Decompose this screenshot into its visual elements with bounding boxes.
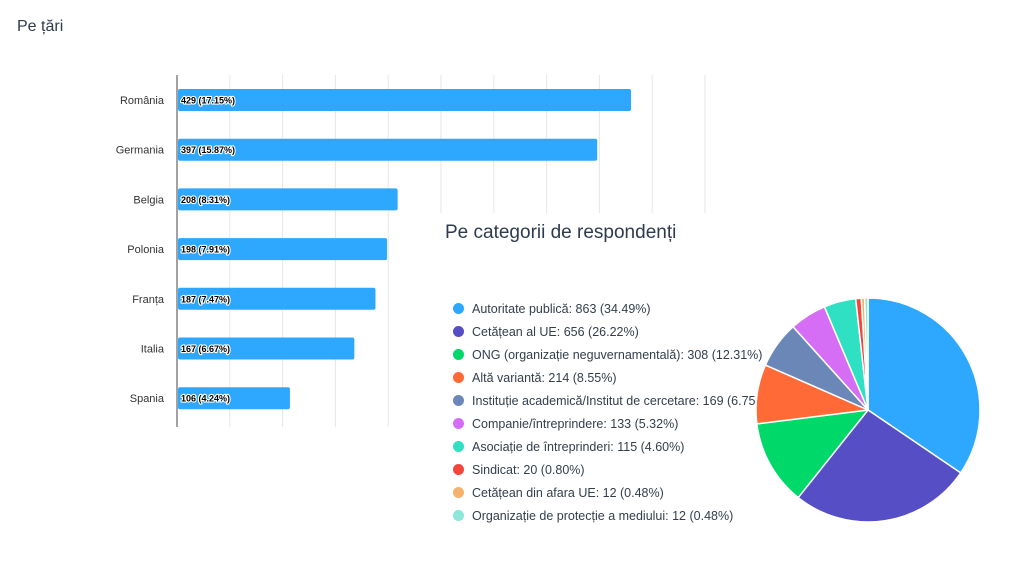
pie-slice xyxy=(863,297,869,411)
legend-label: ONG (organizație neguvernamentală): 308 … xyxy=(472,347,763,362)
legend-item: Instituție academică/Institut de cerceta… xyxy=(453,389,771,412)
legend-item: Organizație de protecție a mediului: 12 … xyxy=(453,504,771,527)
legend-swatch xyxy=(453,303,464,314)
legend-label: Asociație de întreprinderi: 115 (4.60%) xyxy=(472,439,685,454)
legend-item: Asociație de întreprinderi: 115 (4.60%) xyxy=(453,435,771,458)
pie-slice xyxy=(797,409,962,523)
legend-label: Cetățean al UE: 656 (26.22%) xyxy=(472,324,639,339)
pie-slice xyxy=(756,409,869,499)
legend-swatch xyxy=(453,395,464,406)
legend-label: Instituție academică/Institut de cerceta… xyxy=(472,393,771,408)
legend-swatch xyxy=(453,326,464,337)
legend-label: Altă variantă: 214 (8.55%) xyxy=(472,370,617,385)
bar-data-label: 106 (4.24%) xyxy=(181,394,230,404)
country-bar-chart: România 429 (17.15%) Germania 397 (15.87%) B… xyxy=(116,75,706,427)
legend-swatch xyxy=(453,418,464,429)
category-label: Spania xyxy=(130,393,165,405)
legend-label: Cetățean din afara UE: 12 (0.48%) xyxy=(472,485,664,500)
legend-item: ONG (organizație neguvernamentală): 308 … xyxy=(453,343,771,366)
bar-data-label: 397 (15.87%) xyxy=(181,145,235,155)
legend-label: Companie/întreprindere: 133 (5.32%) xyxy=(472,416,679,431)
legend-swatch xyxy=(453,487,464,498)
legend-item: Cetățean al UE: 656 (26.22%) xyxy=(453,320,771,343)
bar-data-label: 429 (17.15%) xyxy=(181,96,235,106)
category-label: Belgia xyxy=(133,194,164,206)
pie-slice xyxy=(867,297,981,474)
legend-item: Companie/întreprindere: 133 (5.32%) xyxy=(453,412,771,435)
legend-item: Altă variantă: 214 (8.55%) xyxy=(453,366,771,389)
bar-data-label: 167 (6.67%) xyxy=(181,344,230,354)
bar xyxy=(178,387,290,410)
bar-data-label: 208 (8.31%) xyxy=(181,195,230,205)
category-label: Franța xyxy=(132,294,165,306)
pie-legend: Autoritate publică: 863 (34.49%) Cetățean… xyxy=(453,297,771,527)
category-label: Polonia xyxy=(127,244,165,256)
category-label: România xyxy=(120,95,165,107)
pie-chart-title: Pe categorii de respondenți xyxy=(445,222,677,243)
legend-item: Sindicat: 20 (0.80%) xyxy=(453,458,771,481)
bar xyxy=(178,337,355,360)
bar xyxy=(178,287,376,310)
bar xyxy=(178,138,598,161)
category-label: Germania xyxy=(116,145,165,157)
legend-swatch xyxy=(453,464,464,475)
legend-label: Organizație de protecție a mediului: 12 … xyxy=(472,508,734,523)
legend-label: Autoritate publică: 863 (34.49%) xyxy=(472,301,651,316)
legend-swatch xyxy=(453,510,464,521)
legend-label: Sindicat: 20 (0.80%) xyxy=(472,462,585,477)
respondent-pie-chart xyxy=(755,297,981,523)
legend-swatch xyxy=(453,372,464,383)
legend-swatch xyxy=(453,349,464,360)
legend-item: Autoritate publică: 863 (34.49%) xyxy=(453,297,771,320)
legend-swatch xyxy=(453,441,464,452)
bar-data-label: 187 (7.47%) xyxy=(181,294,230,304)
section-title: Pe țări xyxy=(17,18,64,35)
bar xyxy=(178,89,632,111)
legend-item: Cetățean din afara UE: 12 (0.48%) xyxy=(453,481,771,504)
bar xyxy=(178,238,388,261)
category-label: Italia xyxy=(141,344,165,356)
bar-data-label: 198 (7.91%) xyxy=(181,245,230,255)
bar xyxy=(178,188,398,211)
